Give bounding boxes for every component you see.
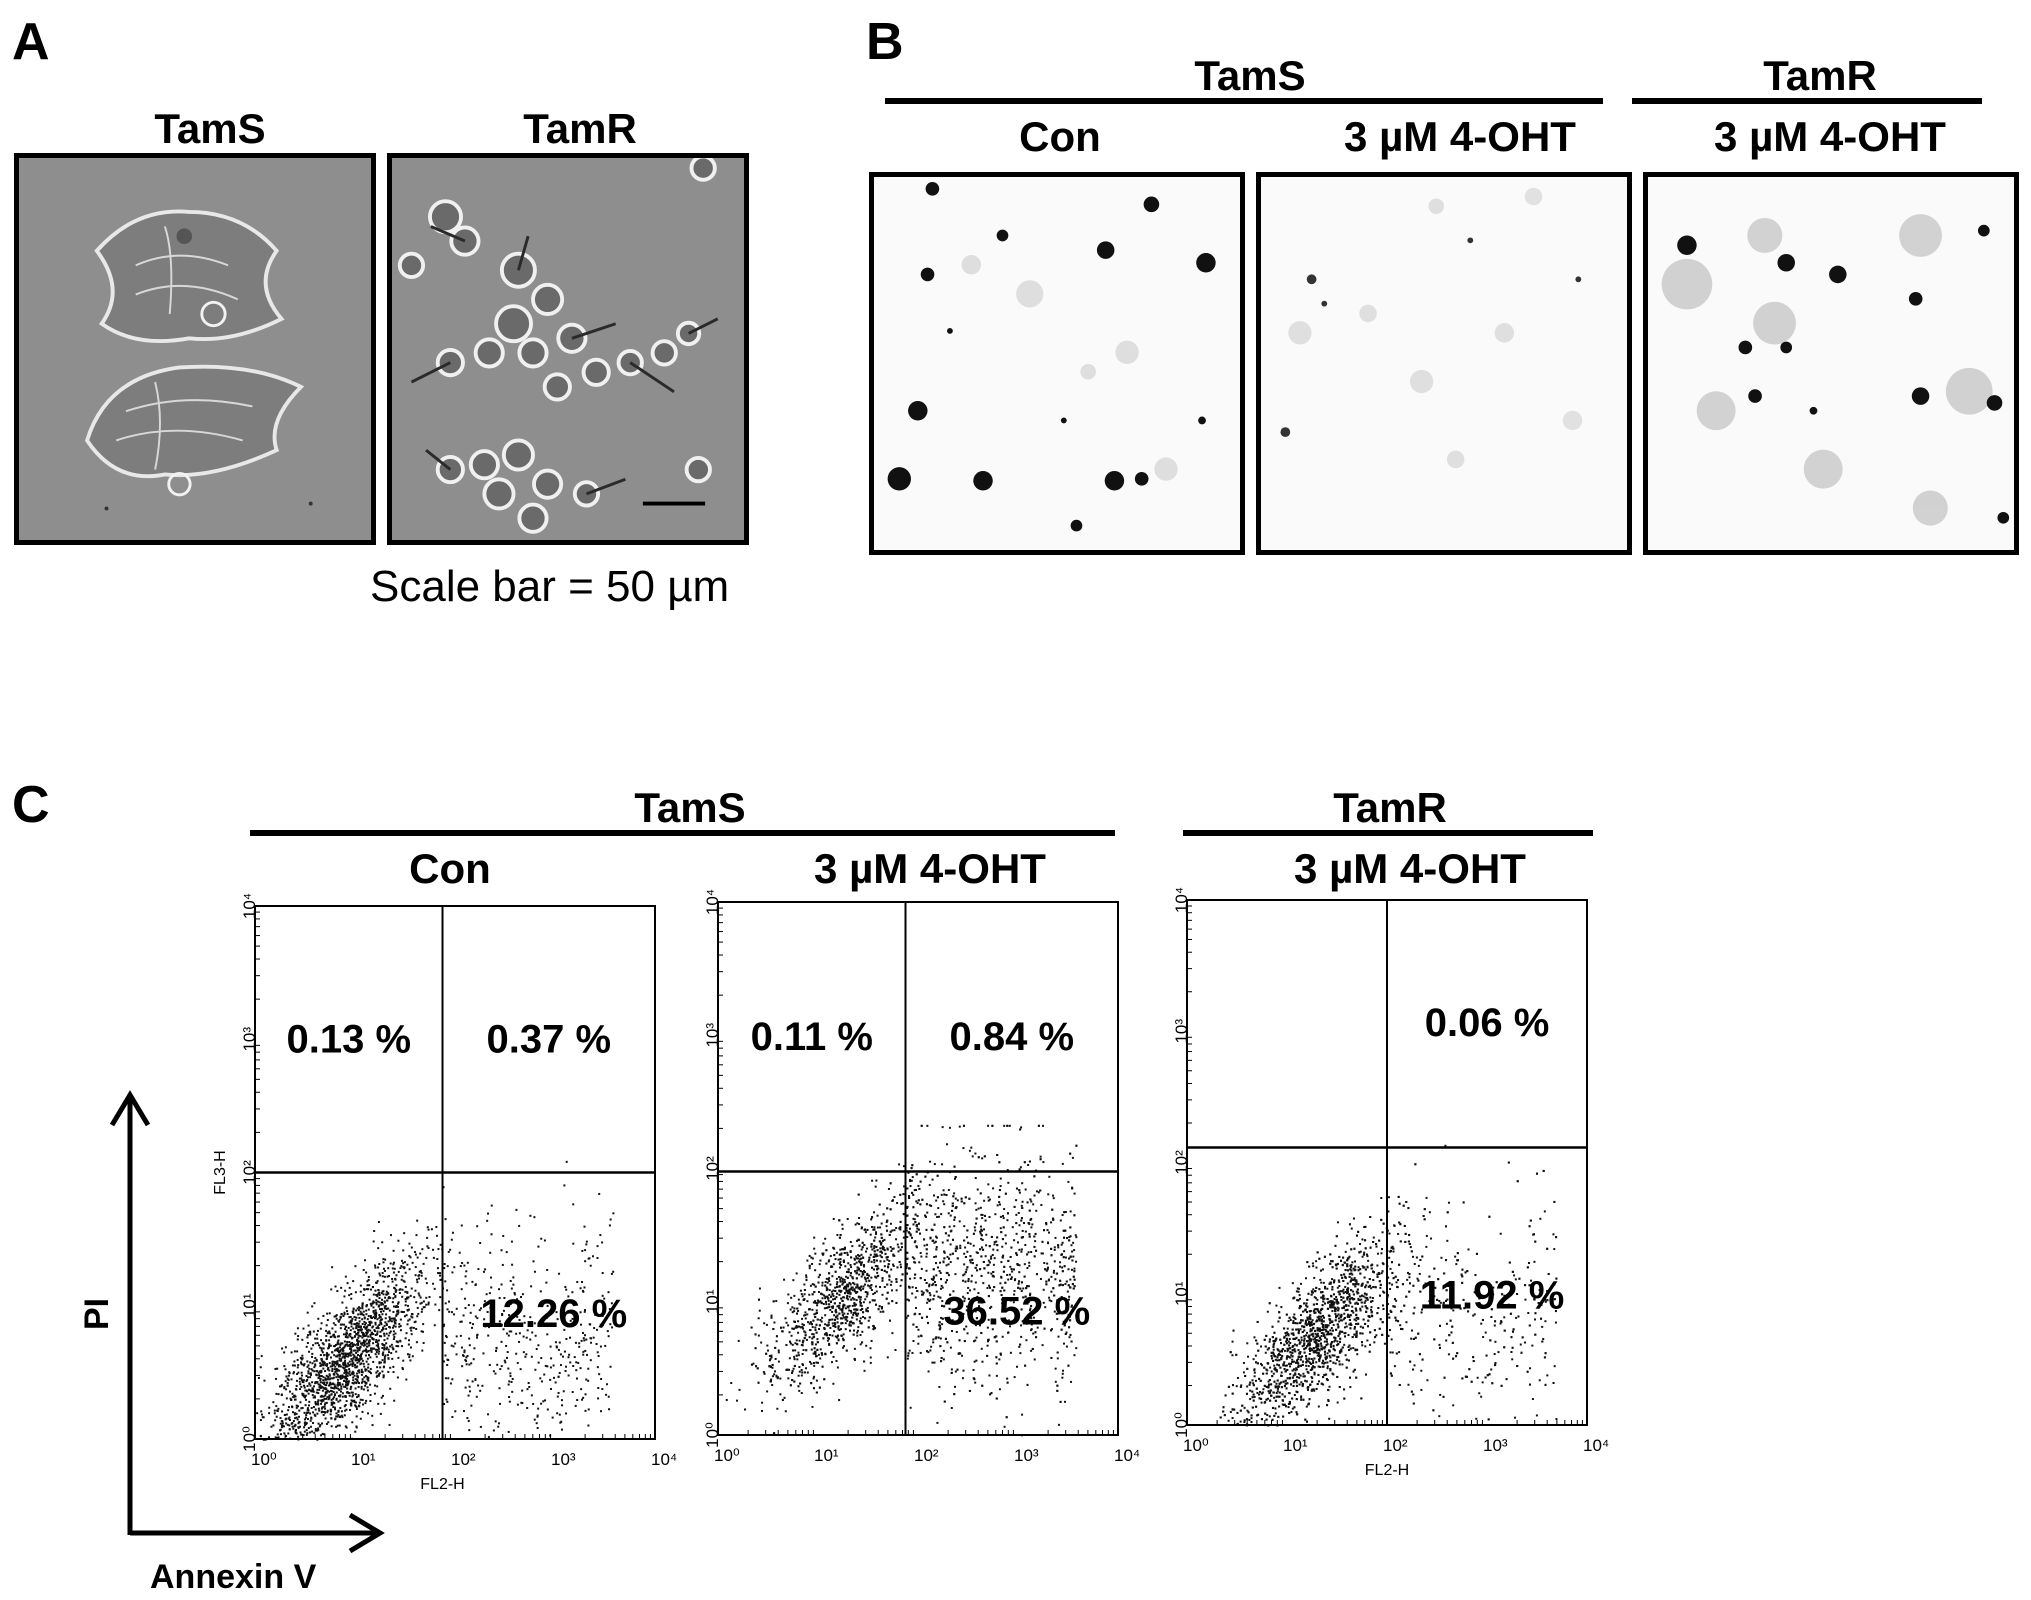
y-axis-label-pi: PI bbox=[78, 1297, 116, 1330]
panel-b-group-tams: TamS bbox=[1194, 52, 1306, 99]
quadrant-upper-right-percent: 0.06 % bbox=[1425, 1001, 1550, 1045]
y-tick-label: 10⁴ bbox=[1172, 887, 1191, 913]
x-tick-label: 10⁰ bbox=[1183, 1436, 1209, 1455]
panel-c-rule-tams bbox=[250, 830, 1115, 836]
panel-c-cond-4oht-tamr: 3 µM 4-OHT bbox=[1294, 845, 1526, 892]
micrograph-tamr-cells bbox=[397, 158, 719, 534]
quadrant-lower-right-percent: 12.26 % bbox=[480, 1292, 627, 1336]
panel-a-label-tams: TamS bbox=[154, 105, 266, 152]
y-tick-label: 10² bbox=[703, 1156, 722, 1181]
panel-c-group-tamr: TamR bbox=[1333, 784, 1447, 831]
plot-frame bbox=[717, 901, 1119, 1436]
micrograph-tams-cells bbox=[84, 209, 313, 511]
panel-a-label-tamr: TamR bbox=[523, 105, 637, 152]
colony-dots-tams-4oht bbox=[1280, 187, 1583, 469]
micrograph-tams bbox=[14, 153, 376, 545]
x-tick-label: 10⁰ bbox=[714, 1446, 740, 1465]
event-dots bbox=[725, 1124, 1078, 1437]
x-tick-label: 10² bbox=[1383, 1436, 1408, 1455]
panel-b-group-tamr: TamR bbox=[1763, 52, 1877, 99]
y-tick-label: 10³ bbox=[703, 1023, 722, 1048]
quadrant-upper-right-percent: 0.37 % bbox=[486, 1018, 611, 1062]
panel-c-letter: C bbox=[12, 776, 50, 834]
colony-dots-tams-con bbox=[887, 181, 1216, 532]
x-tick-label: 10¹ bbox=[351, 1450, 376, 1469]
panel-b-rule-tamr bbox=[1632, 98, 1982, 104]
panel-c-cond-4oht-tams: 3 µM 4-OHT bbox=[814, 845, 1046, 892]
panel-c-group-tams: TamS bbox=[634, 784, 746, 831]
x-tick-label: 10¹ bbox=[1283, 1436, 1308, 1455]
x-tick-label: 10¹ bbox=[814, 1446, 839, 1465]
x-tick-label: 10³ bbox=[1014, 1446, 1039, 1465]
y-tick-label: 10⁴ bbox=[703, 889, 722, 915]
x-tick-label: 10³ bbox=[551, 1450, 576, 1469]
micrograph-tamr bbox=[387, 153, 749, 545]
panel-b-rule-tams bbox=[885, 98, 1603, 104]
y-tick-label: 10⁰ bbox=[240, 1426, 259, 1452]
colony-image-tamr-4oht bbox=[1643, 172, 2019, 555]
panel-b-cond-con: Con bbox=[1019, 113, 1101, 160]
annexin-arrow-head-icon bbox=[348, 1512, 385, 1554]
x-channel-label: FL2-H bbox=[420, 1476, 464, 1493]
panel-a-letter: A bbox=[12, 13, 50, 71]
flow-plot-tams-4oht: 10⁰ 10⁰ 10¹ 10¹ 10² 10² 10³ 10³ 10⁴ 10⁴ 0.11 % 0.84… bbox=[703, 889, 1140, 1465]
flow-plot-tams-con: 10⁰ 10⁰ 10¹ 10¹ 10² 10² 10³ 10³ 10⁴ 10⁴ FL2-H FL3-H… bbox=[212, 893, 677, 1493]
y-tick-label: 10⁰ bbox=[1172, 1412, 1191, 1438]
flow-plot-tamr-4oht: 10⁰ 10⁰ 10¹ 10¹ 10² 10² 10³ 10³ 10⁴ 10⁴ FL2-H 0.06 … bbox=[1172, 887, 1609, 1479]
panel-b-cond-4oht-tamr: 3 µM 4-OHT bbox=[1714, 113, 1946, 160]
x-tick-label: 10² bbox=[914, 1446, 939, 1465]
quadrant-upper-left-percent: 0.11 % bbox=[751, 1015, 873, 1059]
y-tick-label: 10² bbox=[1172, 1150, 1191, 1175]
event-dots bbox=[256, 1160, 615, 1441]
y-tick-label: 10⁴ bbox=[240, 893, 259, 919]
quadrant-lower-right-percent: 36.52 % bbox=[943, 1289, 1090, 1333]
pi-arrow-head-icon bbox=[109, 1090, 151, 1127]
colony-image-tams-con bbox=[869, 172, 1245, 555]
event-dots bbox=[1219, 1144, 1558, 1427]
panel-b-cond-4oht-tams: 3 µM 4-OHT bbox=[1344, 113, 1576, 160]
y-channel-label: FL3-H bbox=[212, 1150, 229, 1194]
x-tick-label: 10⁰ bbox=[251, 1450, 277, 1469]
x-channel-label: FL2-H bbox=[1365, 1462, 1409, 1479]
x-tick-label: 10⁴ bbox=[651, 1450, 677, 1469]
panel-b-letter: B bbox=[866, 13, 904, 71]
y-tick-label: 10¹ bbox=[1172, 1281, 1191, 1306]
y-tick-label: 10³ bbox=[240, 1027, 259, 1052]
y-tick-label: 10² bbox=[240, 1160, 259, 1185]
scale-bar-text: Scale bar = 50 µm bbox=[370, 562, 730, 611]
quadrant-upper-left-percent: 0.13 % bbox=[286, 1018, 411, 1062]
quadrant-lower-right-percent: 11.92 % bbox=[1420, 1273, 1565, 1317]
x-tick-label: 10³ bbox=[1483, 1436, 1508, 1455]
x-axis-label-annexin: Annexin V bbox=[150, 1558, 317, 1596]
x-tick-label: 10² bbox=[451, 1450, 476, 1469]
y-tick-label: 10³ bbox=[1172, 1019, 1191, 1044]
y-tick-label: 10⁰ bbox=[703, 1422, 722, 1448]
quadrant-upper-right-percent: 0.84 % bbox=[949, 1015, 1074, 1059]
x-tick-label: 10⁴ bbox=[1114, 1446, 1140, 1465]
x-tick-label: 10⁴ bbox=[1583, 1436, 1609, 1455]
y-tick-label: 10¹ bbox=[703, 1289, 722, 1314]
colony-dots-tamr-4oht bbox=[1661, 214, 2010, 526]
panel-c-cond-con: Con bbox=[409, 845, 491, 892]
colony-image-tams-4oht bbox=[1256, 172, 1632, 555]
y-tick-label: 10¹ bbox=[240, 1293, 259, 1318]
panel-c-rule-tamr bbox=[1183, 830, 1593, 836]
